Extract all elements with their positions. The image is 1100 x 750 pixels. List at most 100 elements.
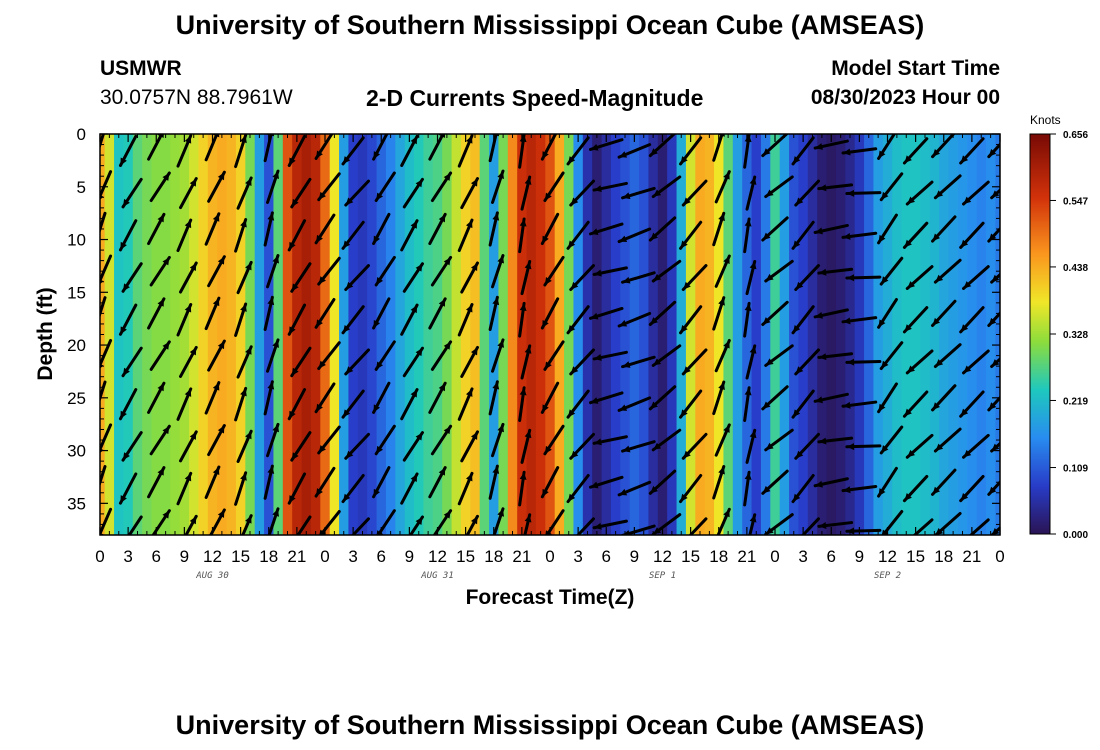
current-arrow	[845, 443, 882, 451]
y-tick-label: 10	[67, 231, 86, 250]
current-arrow	[566, 220, 590, 250]
current-arrow	[990, 188, 1000, 200]
current-arrow	[681, 264, 708, 291]
heat-cell	[854, 134, 865, 535]
heat-cell	[948, 134, 959, 535]
current-arrow	[592, 181, 628, 193]
current-arrow	[933, 343, 962, 369]
current-arrow	[933, 174, 962, 200]
x-tick-label: 9	[180, 547, 189, 566]
current-arrow	[933, 258, 962, 284]
current-arrow-head	[568, 240, 576, 249]
heat-cell	[207, 134, 218, 535]
current-arrow	[520, 428, 532, 464]
current-arrow-head	[376, 277, 384, 285]
heat-cell	[189, 134, 200, 535]
current-arrow	[147, 134, 164, 161]
heat-cell	[864, 134, 875, 535]
current-arrow-head	[683, 450, 691, 459]
current-arrow-head	[843, 317, 851, 325]
x-tick-label: 6	[827, 547, 836, 566]
current-arrow	[745, 175, 757, 211]
current-arrow-head	[272, 339, 279, 348]
current-arrow	[817, 183, 854, 192]
current-arrow	[287, 219, 307, 252]
current-arrow-head	[189, 178, 197, 187]
current-arrow	[794, 348, 820, 376]
current-arrow-head	[793, 240, 801, 249]
current-arrow	[592, 266, 628, 277]
current-arrow	[959, 221, 985, 249]
current-arrow	[651, 259, 682, 283]
current-arrow	[748, 513, 757, 535]
current-arrow	[569, 432, 595, 460]
current-arrow	[712, 211, 726, 247]
current-arrow	[204, 296, 221, 331]
current-arrow	[287, 303, 307, 336]
current-arrow-head	[217, 425, 225, 434]
current-arrow-head	[991, 443, 1000, 451]
current-arrow	[931, 299, 957, 328]
current-arrow	[791, 136, 815, 166]
current-arrow-head	[120, 410, 127, 419]
current-arrow	[543, 255, 565, 287]
heat-cell	[535, 134, 546, 535]
current-arrow-head	[594, 354, 602, 361]
current-arrow-head	[795, 197, 804, 206]
current-arrow	[902, 306, 929, 334]
current-arrow-head	[544, 361, 552, 370]
current-arrow-head	[653, 189, 662, 197]
current-arrow	[488, 295, 500, 331]
current-arrow-head	[991, 190, 1000, 198]
x-tick-label: 21	[512, 547, 531, 566]
current-arrow-head	[123, 537, 130, 545]
heat-cell	[498, 134, 509, 535]
x-tick-label: 21	[962, 547, 981, 566]
current-arrow	[794, 264, 820, 291]
current-arrow-head	[846, 274, 855, 282]
heat-cell	[564, 134, 575, 535]
current-arrow	[962, 265, 990, 290]
current-arrow	[651, 175, 682, 199]
x-tick-label: 21	[287, 547, 306, 566]
current-arrow	[263, 464, 275, 500]
current-arrow	[764, 428, 794, 452]
current-arrow-head	[935, 359, 944, 367]
current-arrow-head	[373, 488, 381, 497]
current-arrow-head	[316, 403, 323, 412]
current-arrow-head	[744, 472, 752, 480]
current-arrow-head	[189, 347, 197, 356]
x-tick-label: 0	[545, 547, 554, 566]
current-arrow-head	[680, 409, 688, 418]
current-arrow	[801, 517, 820, 535]
current-arrow	[648, 469, 677, 495]
heat-cell	[198, 134, 209, 535]
current-arrow	[879, 425, 904, 455]
current-arrow-head	[316, 150, 323, 159]
current-arrow	[905, 180, 934, 206]
heat-cell	[348, 134, 359, 535]
current-arrow-head	[904, 239, 912, 248]
current-arrow-head	[570, 197, 579, 206]
current-arrow-head	[443, 426, 451, 435]
current-arrow-head	[162, 510, 170, 519]
current-arrow-head	[157, 134, 164, 138]
current-arrow-head	[316, 319, 323, 328]
x-tick-label: 18	[259, 547, 278, 566]
x-tick-label: 21	[737, 547, 756, 566]
current-arrow-head	[594, 269, 602, 277]
current-arrow-head	[267, 381, 275, 390]
current-arrow	[791, 305, 815, 335]
current-arrow	[176, 134, 193, 168]
current-arrow	[990, 441, 1000, 453]
current-arrow	[540, 297, 560, 330]
current-arrow	[617, 143, 652, 159]
current-arrow	[460, 345, 479, 378]
current-arrow	[714, 170, 731, 204]
current-arrow-head	[793, 493, 801, 502]
current-arrow	[902, 474, 929, 503]
current-arrow-head	[650, 401, 658, 409]
current-arrow-head	[267, 297, 275, 306]
current-arrow	[931, 215, 957, 243]
current-arrow-head	[960, 155, 969, 164]
